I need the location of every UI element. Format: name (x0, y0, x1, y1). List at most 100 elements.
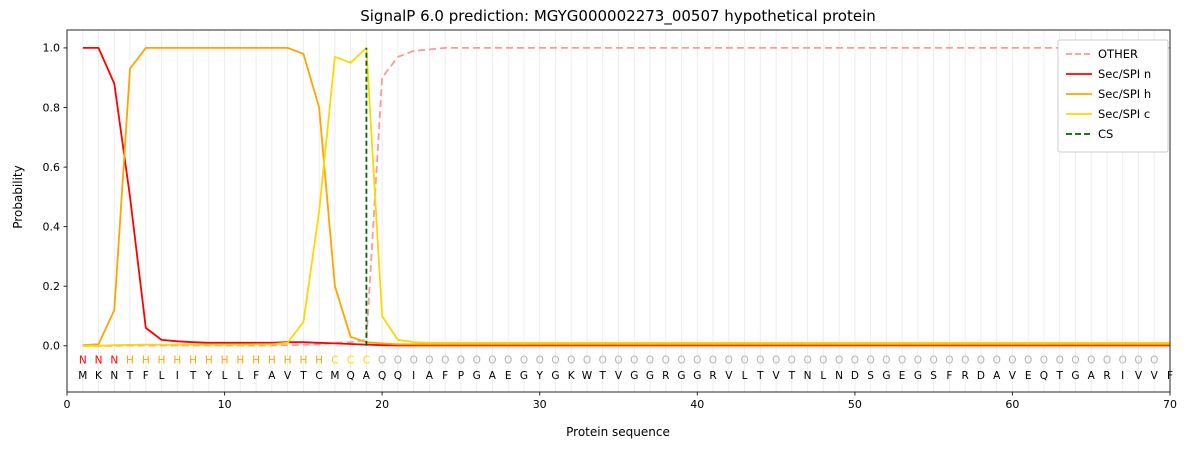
sequence-letter: V (284, 370, 292, 382)
region-letter: O (993, 355, 1001, 367)
region-letter: O (725, 355, 733, 367)
region-letter: O (803, 355, 811, 367)
sequence-letter: L (159, 370, 165, 382)
region-letter: O (1071, 355, 1079, 367)
region-letter: O (1134, 355, 1142, 367)
region-letter: H (158, 355, 166, 367)
sequence-letter: W (582, 370, 593, 382)
region-letter: O (457, 355, 465, 367)
region-letter: O (693, 355, 701, 367)
region-letter: O (740, 355, 748, 367)
y-tick-label: 0.6 (43, 161, 61, 174)
sequence-letter: I (1121, 370, 1124, 382)
region-letter: H (142, 355, 150, 367)
region-letter: O (788, 355, 796, 367)
region-letter: O (851, 355, 859, 367)
sequence-letter: A (363, 370, 371, 382)
region-letter: O (977, 355, 985, 367)
sequence-letter: F (143, 370, 149, 382)
sequence-letter: T (756, 370, 764, 382)
sequence-letter: Q (346, 370, 354, 382)
legend-label-sec-spi-c: Sec/SPI c (1098, 107, 1150, 121)
series-line-other (82, 47, 1170, 347)
sequence-letter: R (1103, 370, 1110, 382)
region-letter: O (1008, 355, 1016, 367)
x-tick-label: 50 (848, 398, 862, 411)
sequence-letter: L (742, 370, 748, 382)
sequence-letter: S (867, 370, 874, 382)
sequence-letter: V (615, 370, 623, 382)
x-tick-label: 0 (64, 398, 71, 411)
sequence-letter: N (835, 370, 843, 382)
region-letter: O (504, 355, 512, 367)
sequence-letter: R (662, 370, 669, 382)
region-letter: C (331, 355, 338, 367)
region-letter: O (646, 355, 654, 367)
sequence-letter: F (442, 370, 448, 382)
series-line-sec-spi-n (82, 47, 1170, 347)
region-letter: O (614, 355, 622, 367)
sequence-letter: G (914, 370, 922, 382)
sequence-letter: E (1025, 370, 1032, 382)
region-letter: O (1040, 355, 1048, 367)
plot-border (66, 29, 1171, 393)
region-letter: O (1150, 355, 1158, 367)
sequence-letter: L (820, 370, 826, 382)
region-letter: O (536, 355, 544, 367)
sequence-letter: G (630, 370, 638, 382)
region-letter: C (363, 355, 370, 367)
region-letter: N (95, 355, 103, 367)
x-tick-label: 20 (375, 398, 389, 411)
sequence-letter: T (189, 370, 197, 382)
sequence-letter: Y (535, 370, 543, 382)
sequence-letter: A (1088, 370, 1096, 382)
region-letter: H (284, 355, 292, 367)
sequence-letter: Q (394, 370, 402, 382)
x-tick-label: 40 (690, 398, 704, 411)
region-letter: O (1103, 355, 1111, 367)
x-tick-label: 10 (218, 398, 232, 411)
sequence-letter: Q (1040, 370, 1048, 382)
region-letter: O (709, 355, 717, 367)
sequence-letter: T (788, 370, 796, 382)
sequence-letter: V (725, 370, 733, 382)
sequence-letter: P (458, 370, 464, 382)
sequence-letter: E (899, 370, 906, 382)
region-letter: H (315, 355, 323, 367)
sequence-letter: N (804, 370, 812, 382)
region-letter: O (630, 355, 638, 367)
region-letter: H (252, 355, 260, 367)
region-letter: H (236, 355, 244, 367)
x-tick-label: 70 (1163, 398, 1177, 411)
series-line-sec-spi-h (82, 47, 1170, 347)
sequence-letter: T (598, 370, 606, 382)
sequence-letter: G (473, 370, 481, 382)
region-letter: O (898, 355, 906, 367)
region-letter: O (520, 355, 528, 367)
y-tick-label: 0.0 (43, 340, 61, 353)
region-letter: O (914, 355, 922, 367)
y-axis-label: Probability (11, 165, 25, 228)
region-letter: H (268, 355, 276, 367)
region-letter: O (677, 355, 685, 367)
sequence-letter: Q (378, 370, 386, 382)
sequence-letter: G (882, 370, 890, 382)
sequence-letter: L (222, 370, 228, 382)
sequence-letter: G (1071, 370, 1079, 382)
sequence-letter: D (851, 370, 859, 382)
sequence-letter: R (962, 370, 969, 382)
x-tick-label: 60 (1005, 398, 1019, 411)
legend-label-sec-spi-n: Sec/SPI n (1098, 67, 1151, 81)
legend-box (1057, 39, 1169, 153)
legend-label-cs: CS (1098, 127, 1113, 141)
region-letter: O (1087, 355, 1095, 367)
region-letter: O (756, 355, 764, 367)
region-letter: O (1024, 355, 1032, 367)
legend-label-other: OTHER (1098, 47, 1138, 61)
region-letter: O (410, 355, 418, 367)
region-letter: O (772, 355, 780, 367)
region-letter: O (662, 355, 670, 367)
sequence-letter: V (1135, 370, 1143, 382)
